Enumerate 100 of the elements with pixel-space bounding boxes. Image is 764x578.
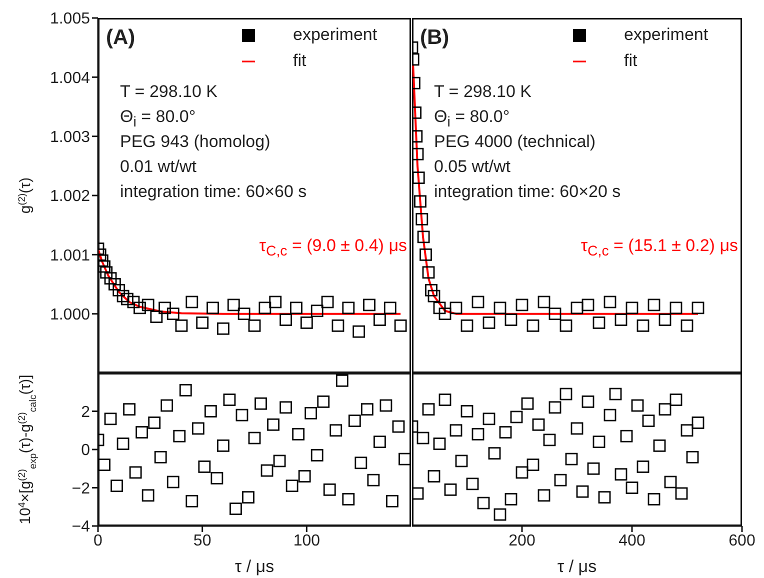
point	[412, 487, 424, 500]
point	[267, 418, 280, 431]
point	[636, 319, 650, 332]
x-axis-title: τ / μs	[557, 557, 597, 576]
point	[422, 403, 435, 416]
point	[460, 319, 474, 332]
x-axis-title: τ / μs	[234, 557, 274, 576]
point	[304, 406, 318, 420]
legend-label: fit	[623, 50, 638, 72]
point	[636, 460, 650, 473]
annotation: integration time: 60×60 s	[120, 182, 307, 202]
point	[150, 310, 163, 323]
y-tick-label: 1.000	[50, 306, 90, 324]
annotation: T = 298.10 K	[120, 82, 218, 102]
point	[348, 414, 361, 428]
point	[499, 426, 512, 438]
point	[686, 450, 699, 464]
point	[186, 494, 198, 508]
point	[360, 403, 374, 416]
point	[342, 302, 355, 314]
point	[450, 302, 462, 314]
point	[116, 290, 130, 302]
annotation: 0.01 wt/wt	[120, 157, 197, 177]
point	[416, 212, 428, 226]
point	[110, 480, 123, 492]
point	[392, 420, 405, 433]
point	[280, 314, 292, 326]
point	[354, 456, 368, 470]
point	[428, 470, 440, 482]
point	[548, 308, 562, 320]
point	[394, 319, 407, 332]
point	[112, 284, 126, 296]
y-tick-label: 1.002	[50, 188, 90, 206]
point	[158, 302, 171, 314]
point	[450, 424, 462, 437]
annotation: 0.05 wt/wt	[434, 157, 511, 177]
point	[417, 230, 430, 244]
point	[521, 397, 534, 410]
point	[648, 298, 660, 312]
point	[670, 394, 682, 406]
point	[538, 296, 550, 308]
point	[123, 403, 136, 416]
point	[444, 483, 457, 496]
point	[384, 302, 396, 314]
point	[290, 302, 302, 314]
point	[280, 401, 292, 414]
point	[175, 319, 188, 332]
point	[317, 395, 330, 408]
point	[504, 314, 518, 326]
point	[532, 418, 545, 431]
point	[422, 266, 435, 279]
point	[204, 405, 217, 418]
point	[670, 302, 682, 314]
point	[363, 298, 376, 312]
point	[374, 314, 386, 326]
point	[570, 302, 584, 314]
point	[560, 388, 572, 400]
point	[587, 462, 600, 475]
annotation: integration time: 60×20 s	[434, 182, 621, 202]
point	[206, 302, 219, 314]
point	[438, 308, 452, 320]
y-tick-label: 2	[81, 404, 90, 421]
point	[412, 148, 424, 160]
point	[455, 454, 468, 468]
point	[516, 466, 528, 479]
point	[548, 401, 562, 414]
annotation: τ$_{C,c}$ = (15.1 ± 0.2) μs	[580, 236, 738, 260]
point	[570, 422, 584, 435]
point	[504, 493, 518, 506]
point	[526, 319, 540, 332]
point	[310, 449, 324, 462]
point	[269, 296, 282, 308]
point	[614, 314, 628, 326]
point	[604, 296, 616, 308]
annotation: (A)	[106, 26, 136, 50]
point	[242, 491, 254, 504]
point	[472, 428, 484, 440]
point	[352, 325, 366, 338]
point	[260, 464, 274, 477]
y-tick-label: 1.004	[50, 70, 90, 87]
point	[98, 260, 110, 273]
point	[494, 508, 506, 521]
point	[565, 452, 578, 466]
point	[692, 302, 704, 314]
point	[121, 292, 134, 306]
point	[433, 438, 446, 450]
x-tick-label: 200	[508, 532, 536, 550]
point	[380, 399, 392, 412]
point	[680, 424, 694, 437]
point	[477, 496, 490, 510]
x-tick-label: 100	[293, 532, 320, 550]
point	[198, 460, 211, 473]
y-tick-label: 1.001	[50, 247, 90, 264]
point	[482, 412, 496, 426]
point	[136, 426, 148, 438]
point	[248, 432, 261, 444]
point	[127, 296, 140, 308]
point	[223, 394, 236, 406]
point	[526, 458, 540, 471]
point	[648, 493, 660, 506]
